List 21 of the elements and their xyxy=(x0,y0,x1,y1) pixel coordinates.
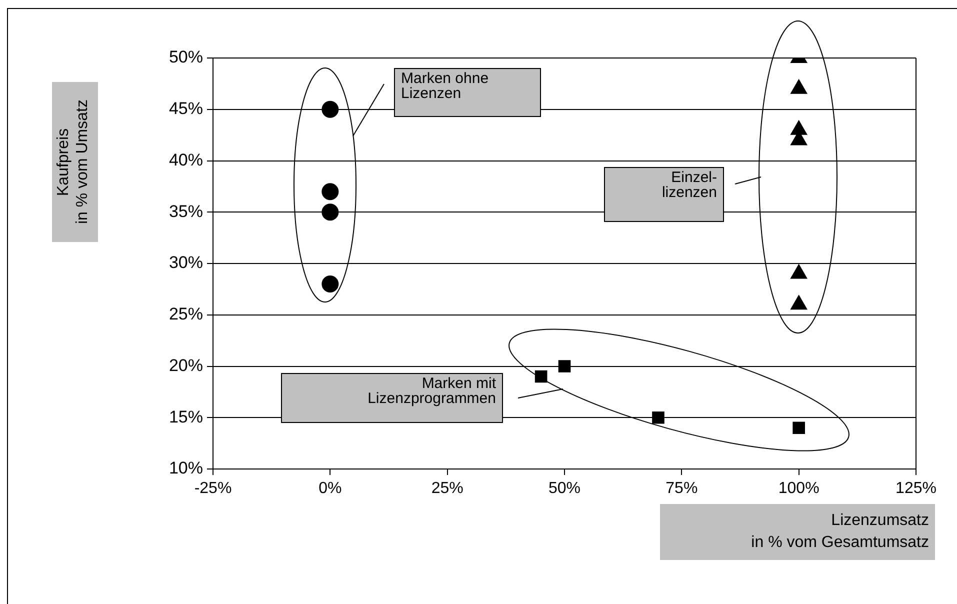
x-tick-label: 100% xyxy=(778,480,820,498)
y-tick-label: 20% xyxy=(168,356,203,375)
callout-box: Einzel- lizenzen xyxy=(604,167,724,222)
x-tick-label: 50% xyxy=(548,480,581,498)
y-tick-label: 40% xyxy=(168,150,203,170)
x-tick-label: 75% xyxy=(666,480,698,498)
x-tick-label: 0% xyxy=(318,480,342,498)
x-tick-label: 125% xyxy=(896,480,936,498)
x-tick-label: -25% xyxy=(194,480,232,498)
y-tick-label: 25% xyxy=(168,304,203,324)
x-axis-title: Lizenzumsatz in % vom Gesamtumsatz xyxy=(660,504,935,560)
y-tick-label: 50% xyxy=(168,48,203,67)
y-tick-label: 10% xyxy=(168,458,203,478)
y-tick-label: 35% xyxy=(168,202,203,221)
y-tick-label: 30% xyxy=(168,253,203,272)
callout-box: Marken mit Lizenzprogrammen xyxy=(281,373,503,423)
y-tick-label: 15% xyxy=(168,407,203,426)
callout-box: Marken ohne Lizenzen xyxy=(394,68,541,117)
y-tick-label: 45% xyxy=(168,99,203,118)
y-axis-title: Kaufpreis in % vom Umsatz xyxy=(52,82,98,242)
x-tick-label: 25% xyxy=(431,480,464,498)
